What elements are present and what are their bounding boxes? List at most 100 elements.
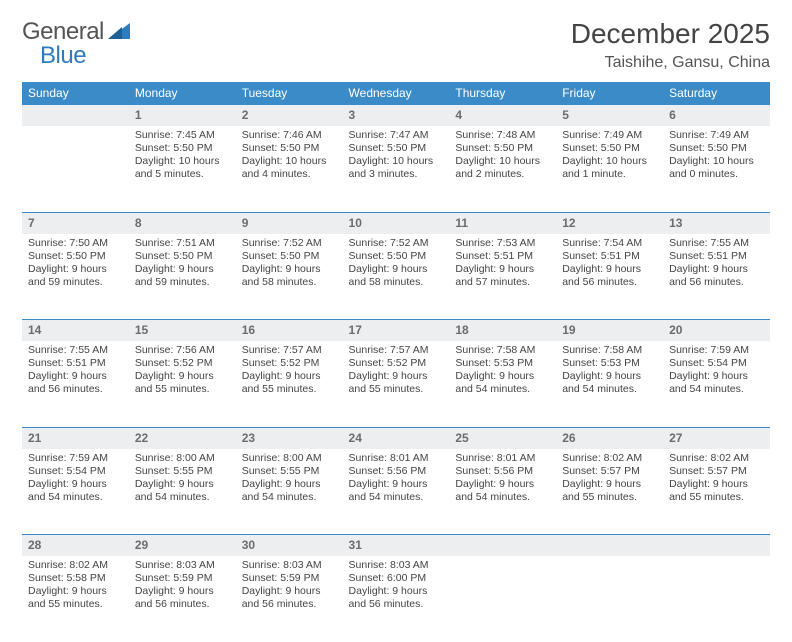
sunset-line: Sunset: 5:50 PM bbox=[242, 250, 337, 263]
day-number-cell: 22 bbox=[129, 427, 236, 449]
daylight-line: Daylight: 9 hours and 54 minutes. bbox=[242, 478, 337, 504]
day-number-cell: 9 bbox=[236, 212, 343, 234]
sunset-line: Sunset: 5:50 PM bbox=[135, 142, 230, 155]
day-cell-body: Sunrise: 7:50 AMSunset: 5:50 PMDaylight:… bbox=[22, 234, 129, 296]
sunrise-line: Sunrise: 7:58 AM bbox=[562, 344, 657, 357]
daylight-line: Daylight: 9 hours and 54 minutes. bbox=[349, 478, 444, 504]
day-cell: Sunrise: 7:49 AMSunset: 5:50 PMDaylight:… bbox=[556, 126, 663, 212]
day-cell-body: Sunrise: 7:54 AMSunset: 5:51 PMDaylight:… bbox=[556, 234, 663, 296]
weekday-header: Monday bbox=[129, 82, 236, 105]
daylight-line: Daylight: 9 hours and 56 minutes. bbox=[242, 585, 337, 611]
daylight-line: Daylight: 9 hours and 59 minutes. bbox=[135, 263, 230, 289]
day-cell: Sunrise: 8:01 AMSunset: 5:56 PMDaylight:… bbox=[449, 449, 556, 535]
sunset-line: Sunset: 5:52 PM bbox=[135, 357, 230, 370]
day-number-row: 123456 bbox=[22, 105, 770, 127]
daylight-line: Daylight: 10 hours and 3 minutes. bbox=[349, 155, 444, 181]
day-number-cell: 13 bbox=[663, 212, 770, 234]
title-block: December 2025 Taishihe, Gansu, China bbox=[571, 18, 770, 72]
daylight-line: Daylight: 9 hours and 55 minutes. bbox=[669, 478, 764, 504]
weekday-header: Saturday bbox=[663, 82, 770, 105]
day-cell-body: Sunrise: 7:55 AMSunset: 5:51 PMDaylight:… bbox=[663, 234, 770, 296]
day-cell-body: Sunrise: 7:46 AMSunset: 5:50 PMDaylight:… bbox=[236, 126, 343, 188]
sunrise-line: Sunrise: 7:50 AM bbox=[28, 237, 123, 250]
day-cell: Sunrise: 7:52 AMSunset: 5:50 PMDaylight:… bbox=[343, 234, 450, 320]
day-number-cell: 28 bbox=[22, 535, 129, 557]
day-number-cell: 18 bbox=[449, 320, 556, 342]
sunset-line: Sunset: 5:53 PM bbox=[562, 357, 657, 370]
daylight-line: Daylight: 10 hours and 0 minutes. bbox=[669, 155, 764, 181]
day-cell-body: Sunrise: 8:01 AMSunset: 5:56 PMDaylight:… bbox=[343, 449, 450, 511]
sunset-line: Sunset: 5:51 PM bbox=[28, 357, 123, 370]
day-cell: Sunrise: 7:55 AMSunset: 5:51 PMDaylight:… bbox=[22, 341, 129, 427]
sunset-line: Sunset: 5:50 PM bbox=[28, 250, 123, 263]
sunset-line: Sunset: 5:57 PM bbox=[669, 465, 764, 478]
day-number-cell bbox=[449, 535, 556, 557]
day-number-cell: 15 bbox=[129, 320, 236, 342]
day-number-row: 28293031 bbox=[22, 535, 770, 557]
daylight-line: Daylight: 9 hours and 54 minutes. bbox=[135, 478, 230, 504]
sunrise-line: Sunrise: 7:49 AM bbox=[562, 129, 657, 142]
daylight-line: Daylight: 9 hours and 55 minutes. bbox=[349, 370, 444, 396]
sunset-line: Sunset: 5:50 PM bbox=[562, 142, 657, 155]
day-cell bbox=[663, 556, 770, 642]
day-cell: Sunrise: 7:55 AMSunset: 5:51 PMDaylight:… bbox=[663, 234, 770, 320]
sunrise-line: Sunrise: 7:47 AM bbox=[349, 129, 444, 142]
day-cell-body: Sunrise: 7:59 AMSunset: 5:54 PMDaylight:… bbox=[663, 341, 770, 403]
daylight-line: Daylight: 10 hours and 4 minutes. bbox=[242, 155, 337, 181]
day-cell-body: Sunrise: 7:51 AMSunset: 5:50 PMDaylight:… bbox=[129, 234, 236, 296]
day-number-row: 21222324252627 bbox=[22, 427, 770, 449]
daylight-line: Daylight: 9 hours and 54 minutes. bbox=[455, 370, 550, 396]
daylight-line: Daylight: 9 hours and 56 minutes. bbox=[135, 585, 230, 611]
sunrise-line: Sunrise: 7:45 AM bbox=[135, 129, 230, 142]
month-title: December 2025 bbox=[571, 18, 770, 50]
sunrise-line: Sunrise: 8:02 AM bbox=[28, 559, 123, 572]
sunrise-line: Sunrise: 8:03 AM bbox=[349, 559, 444, 572]
sunset-line: Sunset: 5:56 PM bbox=[455, 465, 550, 478]
day-cell: Sunrise: 7:50 AMSunset: 5:50 PMDaylight:… bbox=[22, 234, 129, 320]
sunrise-line: Sunrise: 8:02 AM bbox=[669, 452, 764, 465]
day-cell-body: Sunrise: 8:02 AMSunset: 5:57 PMDaylight:… bbox=[556, 449, 663, 511]
weekday-header: Friday bbox=[556, 82, 663, 105]
day-cell-body: Sunrise: 7:56 AMSunset: 5:52 PMDaylight:… bbox=[129, 341, 236, 403]
sunrise-line: Sunrise: 7:57 AM bbox=[349, 344, 444, 357]
sunrise-line: Sunrise: 7:59 AM bbox=[28, 452, 123, 465]
day-cell bbox=[556, 556, 663, 642]
weekday-header: Sunday bbox=[22, 82, 129, 105]
sunrise-line: Sunrise: 8:01 AM bbox=[349, 452, 444, 465]
day-number-row: 14151617181920 bbox=[22, 320, 770, 342]
day-body-row: Sunrise: 8:02 AMSunset: 5:58 PMDaylight:… bbox=[22, 556, 770, 642]
day-number-cell: 20 bbox=[663, 320, 770, 342]
calendar-table: SundayMondayTuesdayWednesdayThursdayFrid… bbox=[22, 82, 770, 642]
day-number-cell: 11 bbox=[449, 212, 556, 234]
sunrise-line: Sunrise: 7:58 AM bbox=[455, 344, 550, 357]
day-body-row: Sunrise: 7:59 AMSunset: 5:54 PMDaylight:… bbox=[22, 449, 770, 535]
day-number-cell: 29 bbox=[129, 535, 236, 557]
daylight-line: Daylight: 9 hours and 56 minutes. bbox=[349, 585, 444, 611]
sunrise-line: Sunrise: 8:00 AM bbox=[135, 452, 230, 465]
daylight-line: Daylight: 10 hours and 2 minutes. bbox=[455, 155, 550, 181]
day-cell-body: Sunrise: 7:58 AMSunset: 5:53 PMDaylight:… bbox=[556, 341, 663, 403]
daylight-line: Daylight: 10 hours and 5 minutes. bbox=[135, 155, 230, 181]
daylight-line: Daylight: 9 hours and 56 minutes. bbox=[562, 263, 657, 289]
day-body-row: Sunrise: 7:50 AMSunset: 5:50 PMDaylight:… bbox=[22, 234, 770, 320]
day-cell-body: Sunrise: 7:57 AMSunset: 5:52 PMDaylight:… bbox=[236, 341, 343, 403]
sunrise-line: Sunrise: 7:55 AM bbox=[28, 344, 123, 357]
daylight-line: Daylight: 9 hours and 55 minutes. bbox=[242, 370, 337, 396]
day-number-cell: 7 bbox=[22, 212, 129, 234]
sunrise-line: Sunrise: 8:01 AM bbox=[455, 452, 550, 465]
sunset-line: Sunset: 5:53 PM bbox=[455, 357, 550, 370]
day-cell: Sunrise: 7:52 AMSunset: 5:50 PMDaylight:… bbox=[236, 234, 343, 320]
logo-text-2: Blue bbox=[40, 42, 86, 70]
day-number-cell: 16 bbox=[236, 320, 343, 342]
day-cell-body: Sunrise: 8:03 AMSunset: 6:00 PMDaylight:… bbox=[343, 556, 450, 618]
day-number-cell: 1 bbox=[129, 105, 236, 127]
day-cell-body: Sunrise: 7:49 AMSunset: 5:50 PMDaylight:… bbox=[556, 126, 663, 188]
day-cell-body: Sunrise: 8:02 AMSunset: 5:57 PMDaylight:… bbox=[663, 449, 770, 511]
day-cell: Sunrise: 7:48 AMSunset: 5:50 PMDaylight:… bbox=[449, 126, 556, 212]
day-number-cell: 19 bbox=[556, 320, 663, 342]
sunrise-line: Sunrise: 7:49 AM bbox=[669, 129, 764, 142]
day-number-cell: 4 bbox=[449, 105, 556, 127]
sunrise-line: Sunrise: 7:53 AM bbox=[455, 237, 550, 250]
location: Taishihe, Gansu, China bbox=[571, 54, 770, 72]
sunrise-line: Sunrise: 7:51 AM bbox=[135, 237, 230, 250]
